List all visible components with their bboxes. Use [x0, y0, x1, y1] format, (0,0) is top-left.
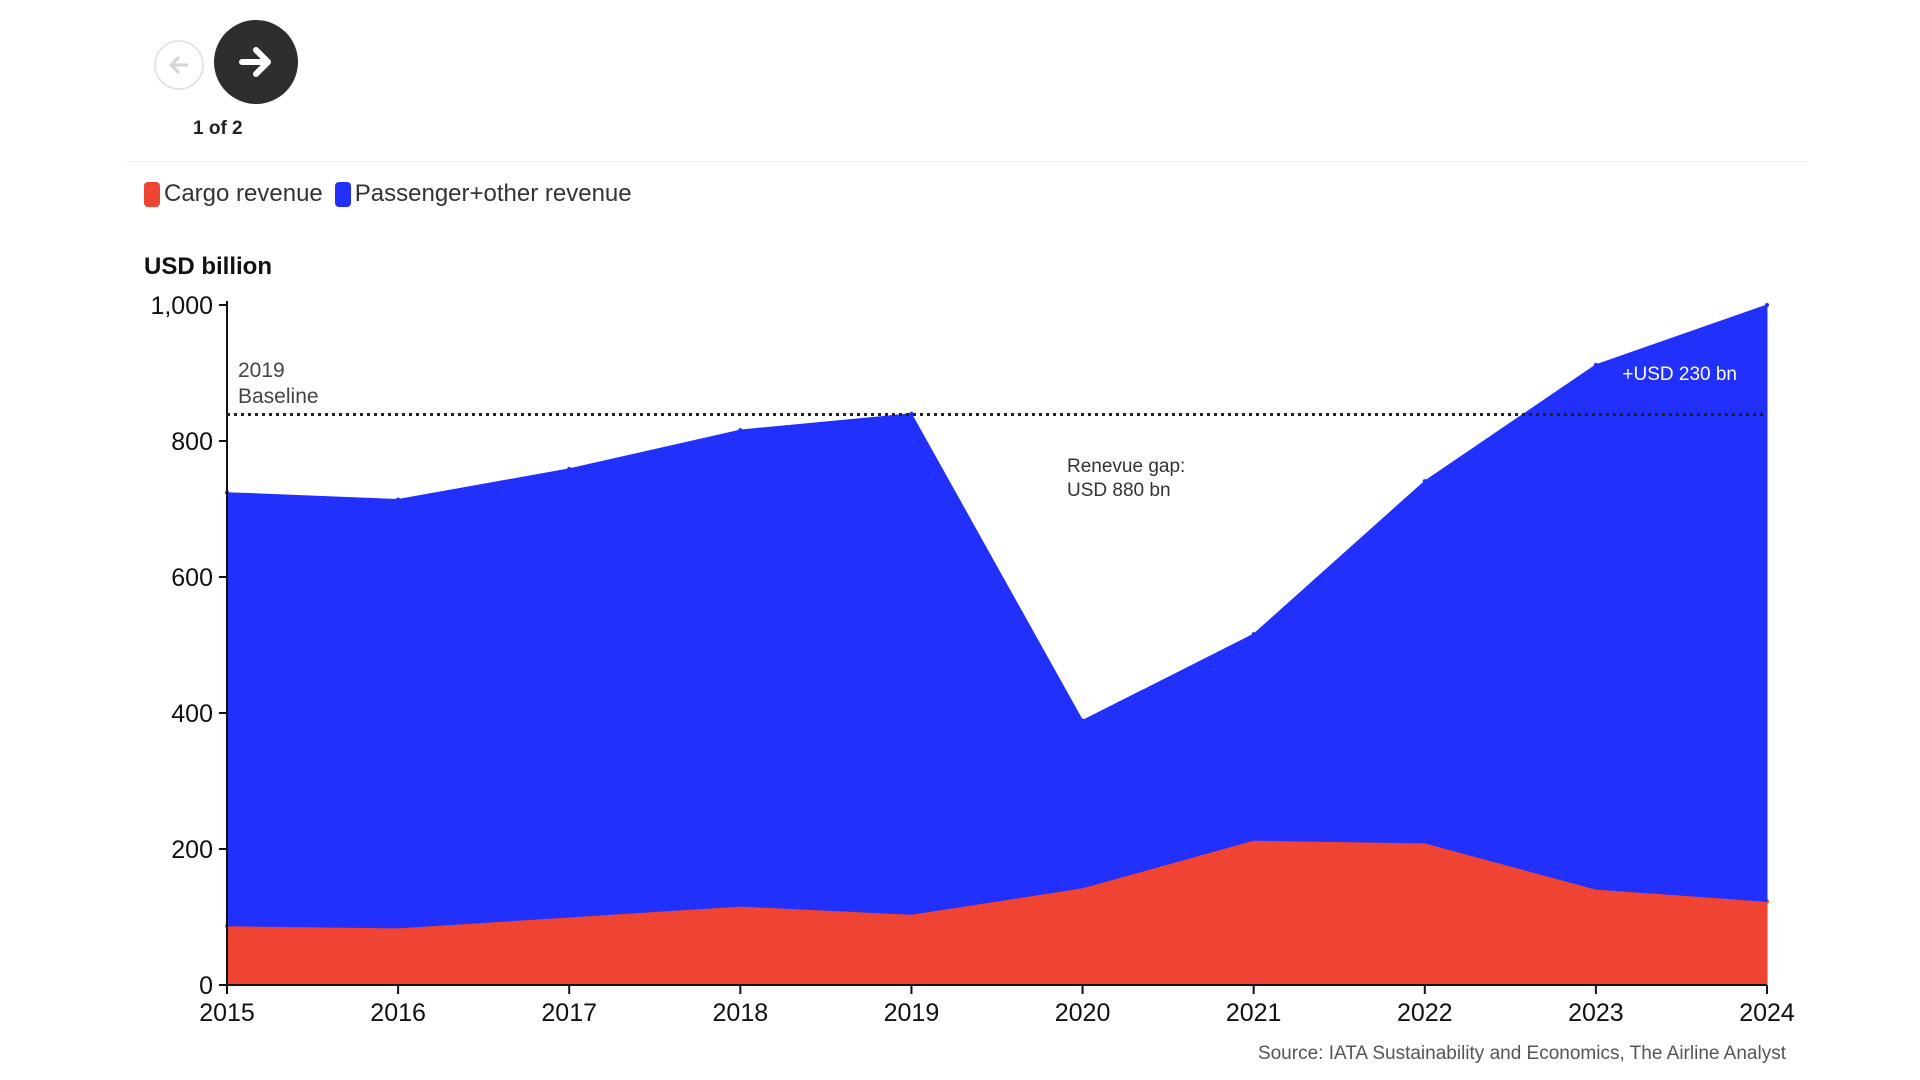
legend-item-cargo: Cargo revenue	[144, 180, 323, 208]
previous-button[interactable]	[154, 40, 204, 90]
area-series-1	[226, 304, 1768, 929]
legend-swatch-cargo	[144, 181, 160, 207]
arrow-left-icon	[169, 56, 189, 74]
x-tick-label: 2022	[1397, 999, 1453, 1027]
legend: Cargo revenue Passenger+other revenue	[144, 180, 644, 208]
x-tick-label: 2023	[1568, 999, 1624, 1027]
x-tick-label: 2017	[541, 999, 597, 1027]
x-tick-label: 2018	[713, 999, 769, 1027]
divider	[126, 161, 1806, 162]
y-tick-label: 0	[199, 972, 213, 1000]
annotation-gap-line2: USD 880 bn	[1067, 480, 1171, 501]
data-point-s1-2019	[909, 411, 914, 416]
x-tick-label: 2021	[1226, 999, 1282, 1027]
data-point-s1-2023	[1593, 362, 1598, 367]
page-indicator: 1 of 2	[193, 118, 243, 139]
slide-navigation: 1 of 2	[150, 18, 310, 148]
annotation-gap-line1: Renevue gap:	[1067, 456, 1185, 477]
next-button[interactable]	[214, 20, 298, 104]
y-tick-label: 600	[171, 564, 213, 592]
x-tick-label: 2015	[199, 999, 255, 1027]
x-tick-label: 2016	[370, 999, 426, 1027]
data-point-s1-2017	[567, 466, 572, 471]
y-tick-label: 800	[171, 428, 213, 456]
legend-label-cargo: Cargo revenue	[164, 180, 323, 207]
legend-item-passenger: Passenger+other revenue	[334, 180, 632, 208]
data-point-s1-2018	[738, 428, 743, 433]
data-point-s1-2021	[1251, 632, 1256, 637]
chart-areas	[225, 303, 1769, 986]
y-tick-label: 200	[171, 836, 213, 864]
source-note: Source: IATA Sustainability and Economic…	[1257, 1043, 1786, 1064]
y-axis-title: USD billion	[144, 253, 272, 280]
legend-label-passenger: Passenger+other revenue	[354, 180, 632, 207]
baseline-label-year: 2019	[238, 359, 285, 382]
x-tick-label: 2019	[884, 999, 940, 1027]
legend-swatch-passenger	[334, 181, 351, 207]
y-tick-label: 400	[171, 700, 213, 728]
arrow-right-icon	[239, 47, 271, 77]
data-point-s1-2022	[1422, 479, 1427, 484]
data-point-s1-2020	[1080, 718, 1085, 723]
data-point-s1-2016	[396, 497, 401, 502]
chart-annotations: 2019 Baseline Renevue gap: USD 880 bn +USD 2…	[227, 359, 1767, 501]
x-tick-label: 2024	[1739, 999, 1795, 1027]
annotation-increase: +USD 230 bn	[1622, 364, 1737, 385]
baseline-label-text: Baseline	[238, 385, 319, 408]
y-tick-label: 1,000	[150, 292, 213, 320]
x-tick-label: 2020	[1055, 999, 1111, 1027]
data-point-s1-2024	[1765, 303, 1769, 307]
